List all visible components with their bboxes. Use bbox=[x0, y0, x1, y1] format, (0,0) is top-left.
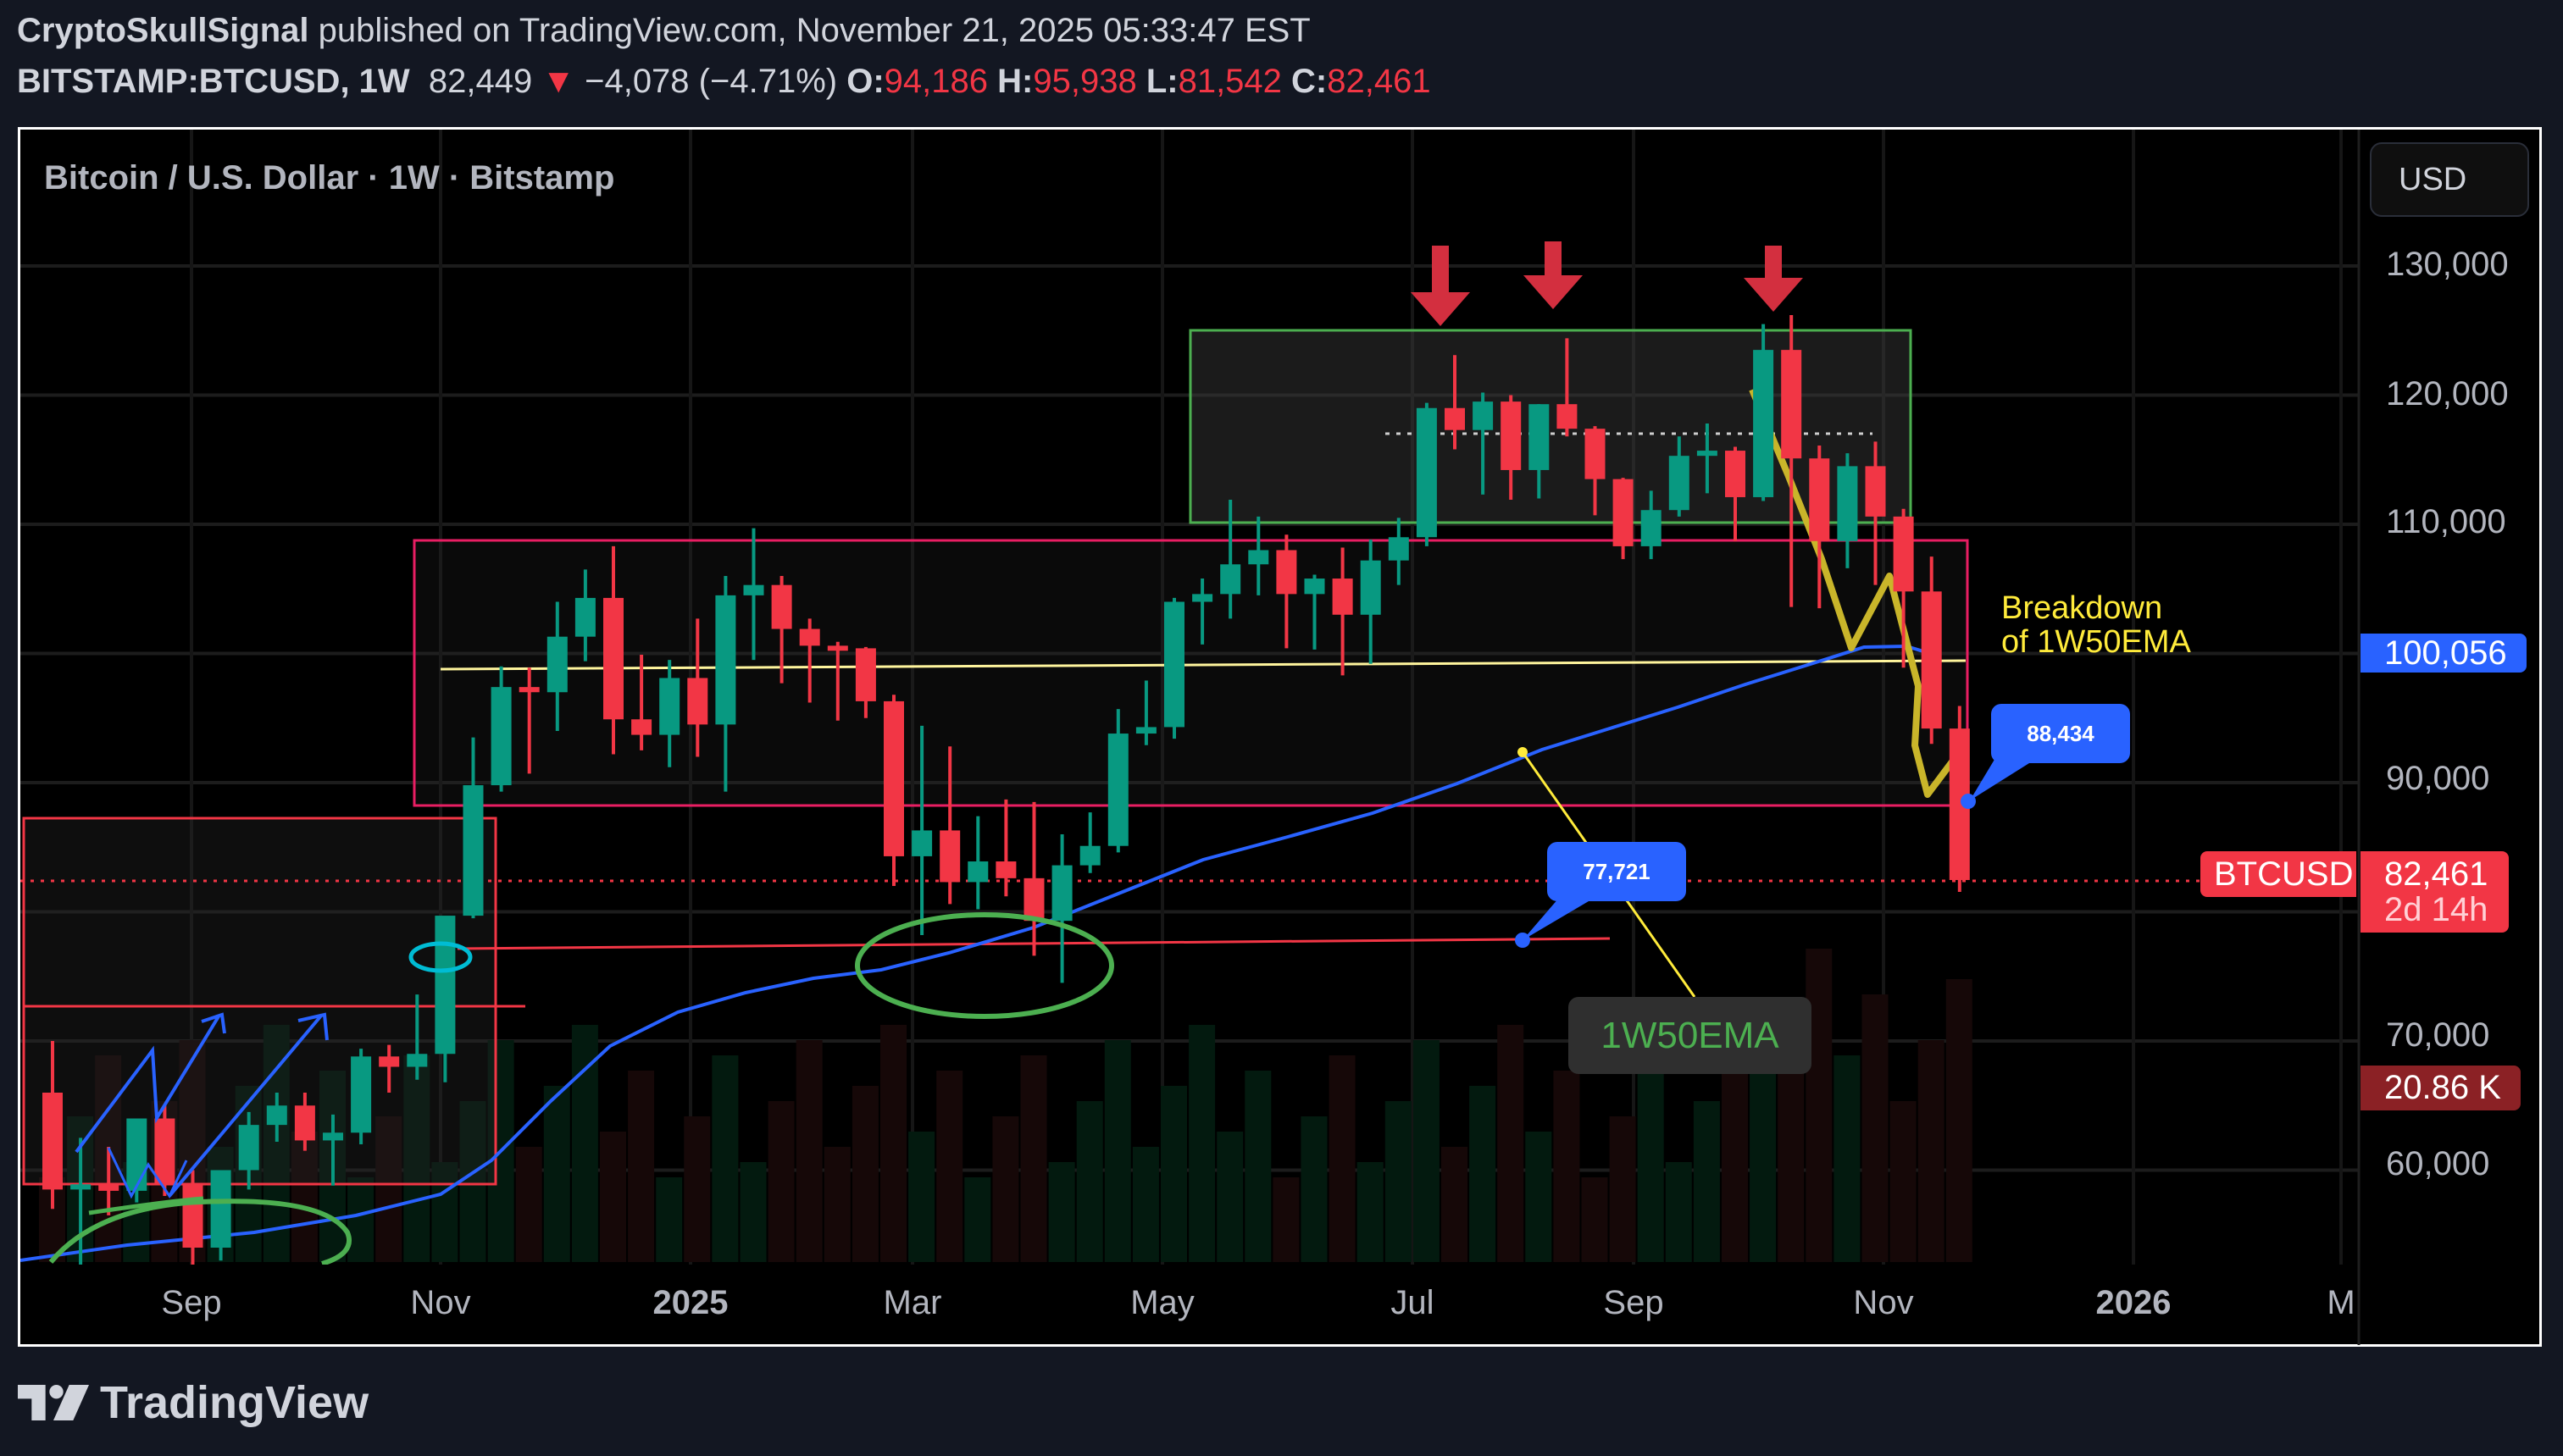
close-value: 82,461 bbox=[1327, 63, 1431, 100]
tradingview-logo-icon bbox=[18, 1385, 89, 1420]
price-change: −4,078 (−4.71%) bbox=[585, 63, 838, 100]
symbol-tag: BTCUSD bbox=[2200, 851, 2356, 897]
currency-button[interactable]: USD bbox=[2370, 142, 2529, 217]
open-label: O: bbox=[846, 63, 885, 100]
y-tick: 110,000 bbox=[2386, 503, 2506, 540]
y-tick: 70,000 bbox=[2386, 1016, 2490, 1054]
author-name[interactable]: CryptoSkullSignal bbox=[17, 12, 309, 49]
callout-88434[interactable]: 88,434 bbox=[1991, 704, 2130, 763]
y-tick: 130,000 bbox=[2386, 246, 2509, 283]
last-price: 82,449 bbox=[428, 63, 533, 100]
y-tick: 90,000 bbox=[2386, 760, 2490, 797]
x-tick: 2026 bbox=[2095, 1284, 2172, 1321]
last-price-tag: 82,461 2d 14h bbox=[2361, 851, 2509, 933]
y-tick: 60,000 bbox=[2386, 1145, 2490, 1182]
x-tick: Nov bbox=[1853, 1284, 1914, 1321]
low-label: L: bbox=[1146, 63, 1179, 100]
breakdown-line1: Breakdown bbox=[2001, 590, 2163, 626]
tradingview-logo[interactable]: TradingView bbox=[17, 1376, 369, 1429]
breakdown-line2: of 1W50EMA bbox=[2001, 624, 2191, 660]
x-tick: Sep bbox=[1603, 1284, 1664, 1321]
low-value: 81,542 bbox=[1178, 63, 1282, 100]
published-text: published on TradingView.com, November 2… bbox=[318, 12, 1311, 49]
open-value: 94,186 bbox=[884, 63, 988, 100]
ema-label[interactable]: 1W50EMA bbox=[1568, 997, 1811, 1074]
x-tick: 2025 bbox=[652, 1284, 729, 1321]
x-tick: Mar bbox=[883, 1284, 942, 1321]
symbol-name: BITSTAMP:BTCUSD, 1W bbox=[17, 63, 410, 100]
countdown: 2d 14h bbox=[2384, 891, 2488, 928]
publish-header: CryptoSkullSignal published on TradingVi… bbox=[17, 12, 1311, 50]
ema-price-tag: 100,056 bbox=[2361, 634, 2527, 673]
last-price-tag-value: 82,461 bbox=[2384, 855, 2488, 893]
tradingview-brand: TradingView bbox=[100, 1377, 369, 1428]
high-label: H: bbox=[997, 63, 1034, 100]
x-tick: Nov bbox=[410, 1284, 471, 1321]
down-triangle-icon: ▼ bbox=[541, 63, 575, 100]
x-tick: Sep bbox=[161, 1284, 222, 1321]
breakdown-note: Breakdown of 1W50EMA bbox=[2001, 591, 2191, 659]
x-tick: Jul bbox=[1390, 1284, 1434, 1321]
high-value: 95,938 bbox=[1033, 63, 1137, 100]
close-label: C: bbox=[1291, 63, 1328, 100]
callout-77721[interactable]: 77,721 bbox=[1547, 842, 1686, 901]
x-tick: M bbox=[2327, 1284, 2355, 1321]
chart-title: Bitcoin / U.S. Dollar · 1W · Bitstamp bbox=[44, 159, 615, 197]
symbol-legend: BITSTAMP:BTCUSD, 1W 82,449 ▼ −4,078 (−4.… bbox=[17, 63, 1431, 101]
y-tick: 120,000 bbox=[2386, 375, 2509, 412]
x-tick: May bbox=[1130, 1284, 1195, 1321]
volume-tag: 20.86 K bbox=[2361, 1066, 2521, 1110]
